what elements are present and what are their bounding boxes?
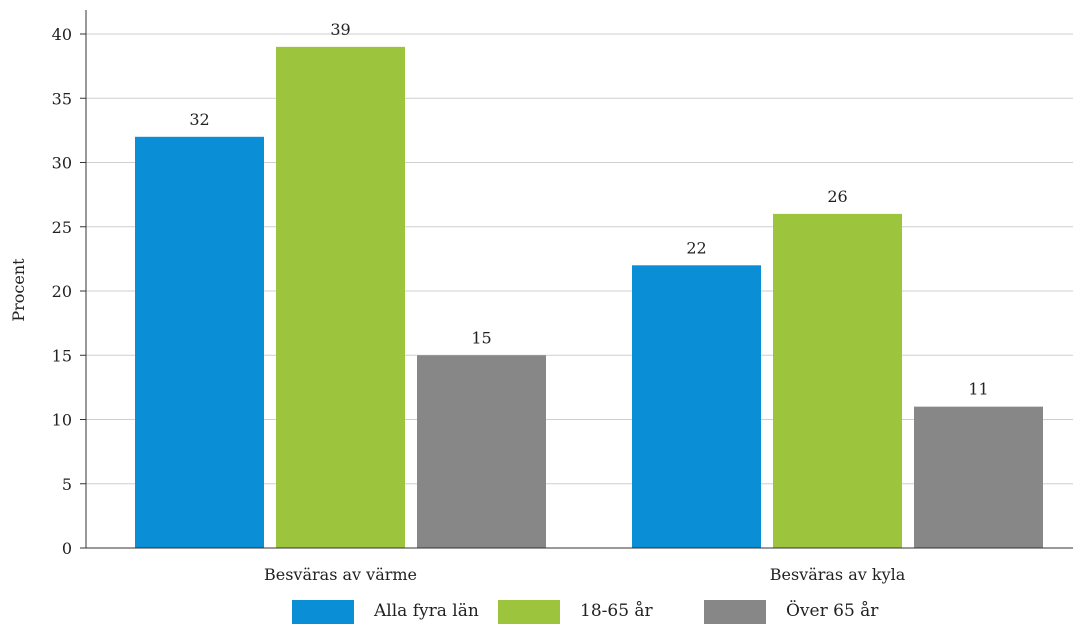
y-axis-title: Procent	[9, 258, 28, 322]
bar	[417, 355, 546, 548]
x-category-label: Besväras av värme	[264, 565, 417, 584]
y-tick-label: 40	[52, 25, 72, 44]
data-label: 22	[686, 238, 706, 257]
legend-label: 18-65 år	[580, 601, 654, 621]
data-label: 26	[827, 187, 847, 206]
data-label: 32	[189, 110, 209, 129]
y-tick-label: 15	[52, 346, 72, 365]
legend-swatch	[292, 600, 354, 624]
data-label: 15	[471, 328, 491, 347]
bar	[632, 265, 761, 548]
data-label: 39	[330, 20, 350, 39]
y-tick-label: 30	[52, 154, 72, 173]
bar	[773, 214, 902, 548]
legend-label: Alla fyra län	[373, 601, 479, 621]
legend-swatch	[704, 600, 766, 624]
bar	[276, 47, 405, 548]
bar	[135, 137, 264, 548]
y-tick-label: 5	[62, 475, 72, 494]
legend: Alla fyra län 18-65 år Över 65 år	[292, 600, 879, 624]
legend-label: Över 65 år	[786, 600, 879, 621]
x-category-label: Besväras av kyla	[770, 565, 906, 584]
legend-swatch	[498, 600, 560, 624]
y-axis-ticks: 0 5 10 15 20 25 30 35 40	[52, 25, 86, 558]
x-axis-categories: Besväras av värme Besväras av kyla	[264, 565, 906, 584]
bar	[914, 407, 1043, 548]
y-tick-label: 25	[52, 218, 72, 237]
bars	[135, 47, 1043, 548]
y-tick-label: 20	[52, 282, 72, 301]
y-tick-label: 10	[52, 411, 72, 430]
y-tick-label: 35	[52, 89, 72, 108]
y-tick-label: 0	[62, 539, 72, 558]
data-label: 11	[968, 380, 988, 399]
